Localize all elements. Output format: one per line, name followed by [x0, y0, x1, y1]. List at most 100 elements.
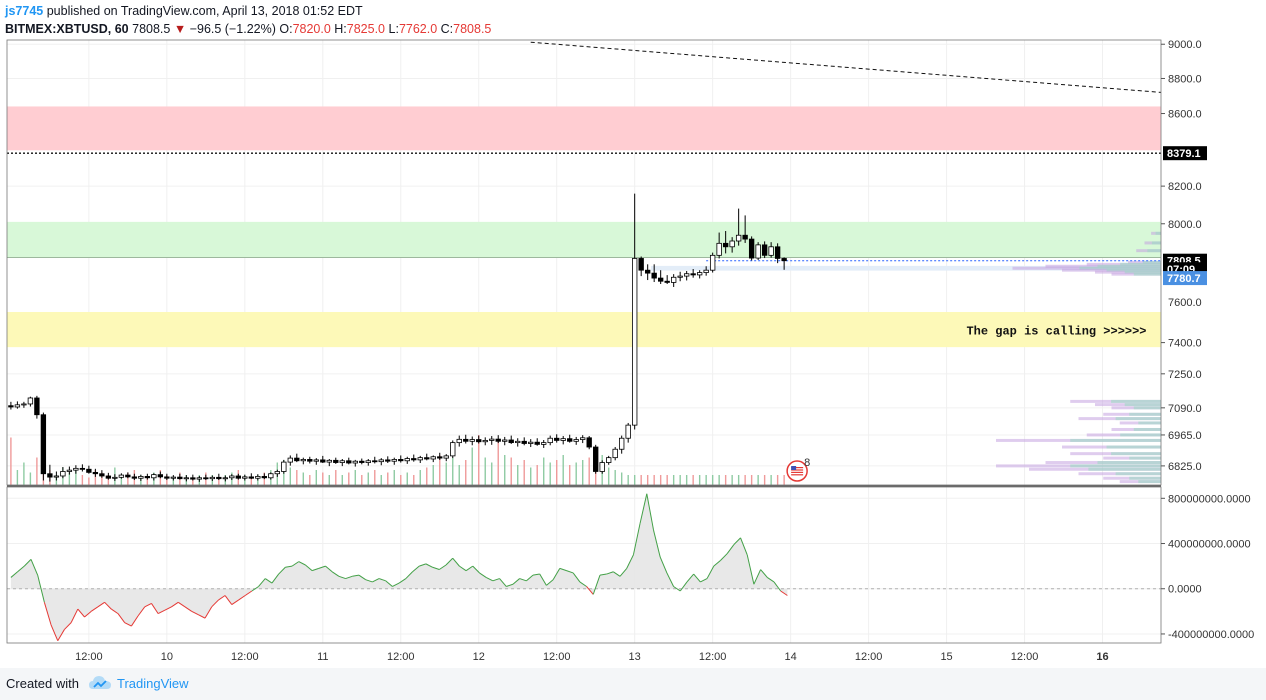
- candle[interactable]: [86, 465, 92, 474]
- candle[interactable]: [216, 473, 222, 481]
- candle[interactable]: [781, 257, 787, 270]
- candle[interactable]: [515, 438, 521, 447]
- candle[interactable]: [417, 455, 423, 463]
- candle[interactable]: [307, 456, 313, 464]
- candle[interactable]: [502, 436, 508, 446]
- gap-annotation[interactable]: The gap is calling >>>>>>: [966, 324, 1146, 338]
- candle[interactable]: [508, 435, 514, 444]
- candle[interactable]: [748, 236, 755, 261]
- candle[interactable]: [755, 242, 761, 261]
- candle[interactable]: [722, 231, 729, 254]
- candle[interactable]: [99, 470, 105, 478]
- candle[interactable]: [774, 243, 781, 264]
- candle[interactable]: [248, 473, 254, 480]
- candle[interactable]: [645, 264, 651, 281]
- candle[interactable]: [118, 473, 125, 479]
- candle[interactable]: [742, 215, 748, 243]
- candle[interactable]: [567, 434, 573, 443]
- candle[interactable]: [606, 455, 612, 465]
- candle[interactable]: [528, 439, 534, 448]
- candle[interactable]: [716, 232, 722, 259]
- candle[interactable]: [300, 457, 306, 465]
- candle[interactable]: [255, 474, 261, 481]
- candle[interactable]: [190, 474, 196, 481]
- candle[interactable]: [287, 455, 293, 466]
- time-axis[interactable]: 12:00 10 12:00 11 12:00 12 12:00 13 12:00 14 12:00…: [75, 651, 1109, 663]
- candle[interactable]: [586, 436, 592, 450]
- candle[interactable]: [196, 475, 203, 482]
- candle[interactable]: [164, 473, 170, 481]
- candle[interactable]: [14, 401, 21, 409]
- candle[interactable]: [378, 458, 384, 466]
- candle[interactable]: [632, 193, 638, 430]
- candle[interactable]: [761, 241, 768, 259]
- candle[interactable]: [372, 456, 378, 464]
- price-axis[interactable]: 9000.0 8800.0 8600.0 8200.0 8000.0 7400.0 7250…: [1161, 39, 1202, 473]
- candle[interactable]: [131, 473, 138, 481]
- candle[interactable]: [612, 447, 618, 461]
- candle[interactable]: [8, 401, 14, 410]
- candle[interactable]: [138, 474, 144, 481]
- candle[interactable]: [157, 471, 164, 479]
- candle[interactable]: [489, 436, 495, 445]
- candle[interactable]: [424, 453, 430, 461]
- author-link[interactable]: js7745: [5, 4, 44, 18]
- candle[interactable]: [235, 473, 241, 480]
- candle[interactable]: [690, 269, 696, 278]
- candle[interactable]: [326, 458, 332, 467]
- candle[interactable]: [79, 464, 86, 472]
- candle[interactable]: [554, 434, 560, 443]
- candle[interactable]: [183, 475, 190, 482]
- candle[interactable]: [391, 457, 397, 465]
- candle[interactable]: [229, 474, 235, 481]
- candle[interactable]: [683, 270, 690, 281]
- candle[interactable]: [696, 270, 703, 279]
- candle[interactable]: [430, 455, 436, 463]
- candle[interactable]: [560, 436, 566, 445]
- candle[interactable]: [677, 271, 683, 282]
- candles[interactable]: [8, 193, 787, 482]
- candle[interactable]: [313, 458, 319, 465]
- candle[interactable]: [638, 256, 644, 277]
- candle[interactable]: [294, 453, 300, 463]
- candle[interactable]: [599, 460, 605, 474]
- candle[interactable]: [735, 208, 742, 246]
- candle[interactable]: [709, 252, 716, 273]
- candle[interactable]: [476, 435, 482, 444]
- candle[interactable]: [437, 452, 443, 460]
- candle[interactable]: [320, 455, 326, 463]
- candle[interactable]: [209, 475, 216, 481]
- candle[interactable]: [177, 473, 183, 480]
- candle[interactable]: [456, 435, 462, 447]
- candle[interactable]: [703, 266, 709, 276]
- candle[interactable]: [398, 455, 404, 463]
- candle[interactable]: [729, 237, 735, 253]
- candle[interactable]: [66, 466, 73, 475]
- candle[interactable]: [151, 473, 157, 481]
- candle[interactable]: [92, 468, 99, 477]
- symbol-label[interactable]: BITMEX:XBTUSD, 60: [5, 22, 129, 36]
- candle[interactable]: [541, 439, 547, 448]
- candle[interactable]: [670, 274, 677, 287]
- candle[interactable]: [495, 435, 501, 444]
- candle[interactable]: [768, 242, 774, 258]
- candle[interactable]: [242, 474, 248, 481]
- candle[interactable]: [365, 458, 371, 466]
- candle[interactable]: [339, 458, 345, 467]
- candle[interactable]: [573, 436, 579, 445]
- candle[interactable]: [580, 435, 586, 444]
- candle[interactable]: [274, 469, 280, 477]
- candle[interactable]: [651, 264, 657, 283]
- event-marker[interactable]: 8: [786, 457, 810, 482]
- candle[interactable]: [443, 454, 449, 462]
- candle[interactable]: [261, 473, 267, 480]
- candle[interactable]: [21, 401, 27, 408]
- candle[interactable]: [40, 412, 47, 481]
- candle[interactable]: [125, 472, 131, 479]
- candle[interactable]: [346, 457, 352, 465]
- candle[interactable]: [352, 459, 358, 467]
- candle[interactable]: [625, 422, 631, 443]
- candle[interactable]: [47, 464, 53, 482]
- candle[interactable]: [411, 454, 417, 462]
- candle[interactable]: [222, 475, 228, 482]
